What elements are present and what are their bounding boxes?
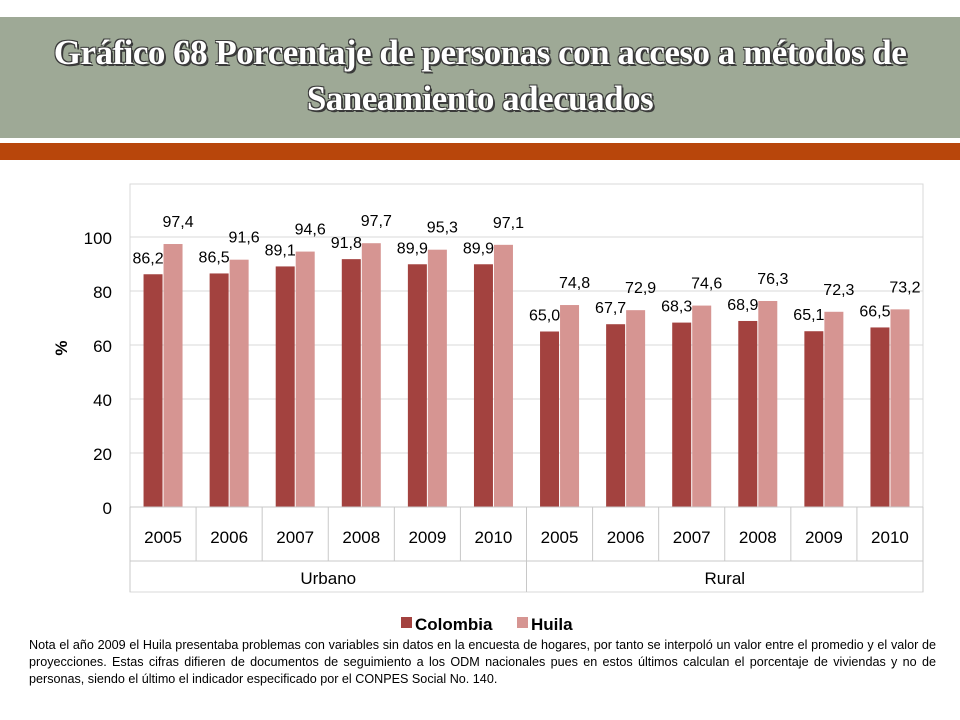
bar-huila (626, 310, 646, 507)
value-label: 72,3 (823, 282, 854, 299)
value-label: 74,6 (691, 276, 722, 293)
group-label: Urbano (300, 569, 356, 588)
legend-label: Colombia (415, 615, 493, 634)
bar-huila (229, 259, 249, 507)
x-tick-label: 2010 (871, 528, 909, 547)
value-label: 86,5 (199, 249, 230, 266)
x-tick-label: 2007 (673, 528, 711, 547)
footnote: Nota el año 2009 el Huila presentaba pro… (29, 638, 936, 686)
x-tick-label: 2005 (541, 528, 579, 547)
legend: Colombia Huila (401, 615, 573, 634)
bar-colombia (209, 273, 229, 507)
x-tick-label: 2007 (276, 528, 314, 547)
x-tick-label: 2008 (739, 528, 777, 547)
bar-colombia (540, 331, 560, 507)
bar-colombia (407, 264, 427, 507)
value-label: 95,3 (427, 220, 458, 237)
legend-label: Huila (531, 615, 573, 634)
y-tick-label: 100 (84, 229, 112, 248)
bar-huila (692, 305, 712, 507)
group-label: Rural (704, 569, 745, 588)
bar-colombia (870, 327, 890, 507)
x-tick-label: 2006 (210, 528, 248, 547)
y-tick-label: 0 (103, 499, 112, 518)
y-tick-label: 20 (93, 445, 112, 464)
y-tick-label: 80 (93, 283, 112, 302)
bar-colombia (341, 259, 361, 507)
bar-huila (163, 244, 183, 507)
bar-huila (427, 249, 447, 507)
bar-colombia (804, 331, 824, 507)
bar-huila (295, 251, 315, 507)
legend-swatch (401, 617, 412, 628)
bar-huila (361, 243, 381, 507)
value-label: 65,0 (529, 308, 560, 325)
bar-huila (560, 305, 580, 507)
bar-colombia (738, 320, 758, 507)
value-label: 97,1 (493, 215, 524, 232)
bars (143, 243, 910, 507)
value-label: 76,3 (757, 271, 788, 288)
bar-huila (824, 311, 844, 507)
value-label: 68,9 (727, 297, 758, 314)
value-label: 65,1 (793, 307, 824, 324)
bar-huila (758, 300, 778, 507)
title-band (0, 17, 960, 138)
value-label: 94,6 (295, 222, 326, 239)
value-label: 89,9 (463, 240, 494, 257)
value-label: 74,8 (559, 275, 590, 292)
x-tick-label: 2008 (342, 528, 380, 547)
y-axis-label: % (52, 340, 71, 355)
x-tick-label: 2006 (607, 528, 645, 547)
y-tick-label: 40 (93, 391, 112, 410)
value-label: 89,9 (397, 240, 428, 257)
value-label: 67,7 (595, 300, 626, 317)
legend-swatch (517, 617, 528, 628)
value-label: 91,6 (229, 230, 260, 247)
value-label: 97,7 (361, 213, 392, 230)
y-tick-label: 60 (93, 337, 112, 356)
value-label: 86,2 (132, 250, 163, 267)
x-tick-label: 2010 (475, 528, 513, 547)
x-tick-label: 2005 (144, 528, 182, 547)
bar-colombia (143, 274, 163, 507)
category-axis-table: 2005 2006 2007 2008 2009 2010 2005 2006 2007 2008… (129, 506, 924, 592)
bar-colombia (672, 322, 692, 507)
x-tick-label: 2009 (408, 528, 446, 547)
value-label: 66,5 (859, 303, 890, 320)
bar-colombia (606, 324, 626, 507)
value-label: 72,9 (625, 280, 656, 297)
y-tick-labels: 0 20 40 60 80 100 (84, 229, 112, 518)
value-label: 91,8 (331, 235, 362, 252)
value-label: 97,4 (162, 214, 193, 231)
value-label: 68,3 (661, 299, 692, 316)
x-tick-label: 2009 (805, 528, 843, 547)
value-label: 89,1 (265, 242, 296, 259)
value-labels: 86,2 97,4 86,5 91,6 89,1 94,6 91,8 97,7 89,9 95,3… (132, 213, 920, 324)
bar-huila (493, 244, 513, 507)
bar-colombia (473, 264, 493, 507)
accent-bar (0, 143, 960, 160)
bar-colombia (275, 266, 295, 507)
chart-title: Gráfico 68 Porcentaje de personas con ac… (53, 33, 907, 118)
bar-huila (890, 309, 910, 507)
value-label: 73,2 (889, 279, 920, 296)
